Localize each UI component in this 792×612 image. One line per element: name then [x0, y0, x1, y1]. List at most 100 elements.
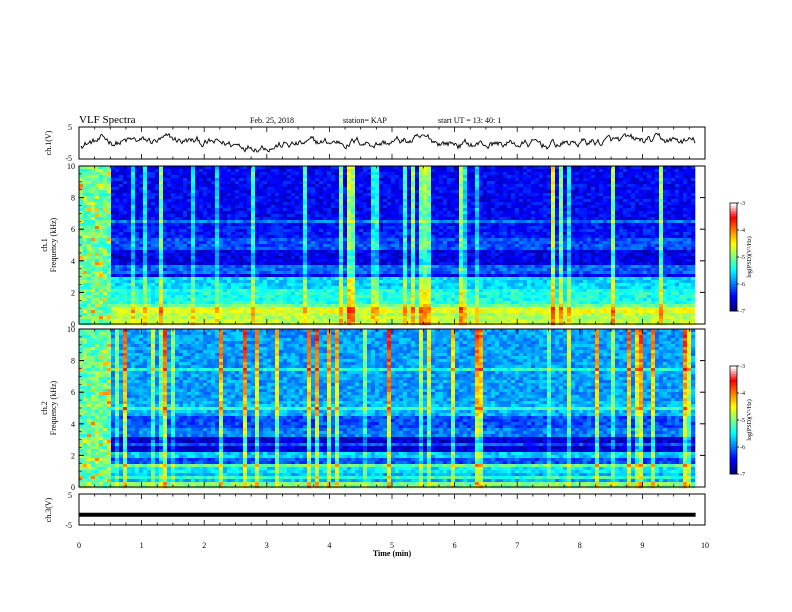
spectrogram-cell [451, 202, 456, 206]
spectrogram-cell [491, 187, 496, 191]
spectrogram-cell [223, 220, 228, 224]
spectrogram-cell [687, 217, 692, 221]
spectrogram-cell [191, 220, 196, 224]
spectrogram-cell [303, 235, 308, 239]
spectrogram-cell [91, 208, 96, 212]
spectrogram-cell [371, 259, 376, 263]
spectrogram-cell [683, 169, 688, 173]
spectrogram-cell [183, 205, 188, 209]
spectrogram-cell [595, 241, 600, 245]
spectrogram-cell [583, 178, 588, 182]
spectrogram-cell [651, 175, 656, 179]
spectrogram-cell [255, 217, 260, 221]
spectrogram-cell [183, 187, 188, 191]
spectrogram-cell [371, 205, 376, 209]
spectrogram-cell [251, 187, 256, 191]
spectrogram-cell [679, 181, 684, 185]
spectrogram-cell [507, 214, 512, 218]
spectrogram-cell [471, 187, 476, 191]
spectrogram-cell [427, 202, 432, 206]
spectrogram-cell [447, 214, 452, 218]
spectrogram-cell [135, 199, 140, 203]
spectrogram-cell [643, 241, 648, 245]
spectrogram-cell [79, 241, 84, 245]
spectrogram-cell [647, 190, 652, 194]
spectrogram-cell [499, 241, 504, 245]
spectrogram-cell [463, 211, 468, 215]
spectrogram-cell [511, 244, 516, 248]
spectrogram-cell [383, 199, 388, 203]
spectrogram-cell [419, 172, 424, 176]
spectrogram-cell [455, 208, 460, 212]
spectrogram-cell [87, 259, 92, 263]
spectrogram-cell [507, 166, 512, 170]
spectrogram-cell [543, 199, 548, 203]
spectrogram-cell [95, 235, 100, 239]
spectrogram-cell [415, 187, 420, 191]
spectrogram-cell [535, 214, 540, 218]
spectrogram-cell [227, 232, 232, 236]
spectrogram-cell [215, 196, 220, 200]
spectrogram-cell [391, 196, 396, 200]
spectrogram-cell [635, 229, 640, 233]
spectrogram-cell [319, 253, 324, 257]
spectrogram-cell [547, 169, 552, 173]
spectrogram-cell [403, 220, 408, 224]
spectrogram-cell [371, 199, 376, 203]
spectrogram-cell [187, 220, 192, 224]
spectrogram-cell [683, 217, 688, 221]
spectrogram-cell [175, 217, 180, 221]
spectrogram-cell [439, 202, 444, 206]
spectrogram-cell [551, 226, 556, 230]
spectrogram-cell [555, 184, 560, 188]
spectrogram-cell [643, 181, 648, 185]
spectrogram-cell [399, 184, 404, 188]
spectrogram-cell [555, 229, 560, 233]
spectrogram-cell [223, 211, 228, 215]
spectrogram-cell [495, 196, 500, 200]
spectrogram-cell [135, 262, 140, 266]
spectrogram-cell [239, 253, 244, 257]
spectrogram-cell [687, 199, 692, 203]
spectrogram-cell [291, 202, 296, 206]
spectrogram-cell [331, 166, 336, 170]
spectrogram-cell [483, 217, 488, 221]
spectrogram-cell [95, 238, 100, 242]
spectrogram-cell [395, 247, 400, 251]
spectrogram-cell [183, 199, 188, 203]
spectrogram-cell [671, 187, 676, 191]
spectrogram-cell [271, 181, 276, 185]
spectrogram-cell [499, 214, 504, 218]
spectrogram-cell [467, 172, 472, 176]
spectrogram-cell [327, 205, 332, 209]
spectrogram-cell [87, 208, 92, 212]
spectrogram-cell [475, 190, 480, 194]
spectrogram-cell [307, 238, 312, 242]
spectrogram-cell [391, 202, 396, 206]
spectrogram-cell [159, 238, 164, 242]
spectrogram-cell [675, 166, 680, 170]
spectrogram-cell [235, 175, 240, 179]
spectrogram-cell [111, 169, 116, 173]
spectrogram-cell [111, 178, 116, 182]
spectrogram-cell [355, 178, 360, 182]
spectrogram-cell [547, 184, 552, 188]
spectrogram-cell [623, 223, 628, 227]
spectrogram-cell [591, 172, 596, 176]
spectrogram-cell [243, 208, 248, 212]
spectrogram-cell [163, 214, 168, 218]
spectrogram-cell [259, 187, 264, 191]
spectrogram-cell [355, 190, 360, 194]
spectrogram-cell [315, 253, 320, 257]
spectrogram-cell [143, 199, 148, 203]
spectrogram-cell [531, 238, 536, 242]
spectrogram-cell [379, 181, 384, 185]
spectrogram-cell [315, 187, 320, 191]
spectrogram-cell [243, 178, 248, 182]
spectrogram-cell [207, 223, 212, 227]
spectrogram-cell [275, 202, 280, 206]
spectrogram-cell [331, 220, 336, 224]
spectrogram-cell [251, 172, 256, 176]
spectrogram-cell [159, 241, 164, 245]
spectrogram-cell [451, 166, 456, 170]
